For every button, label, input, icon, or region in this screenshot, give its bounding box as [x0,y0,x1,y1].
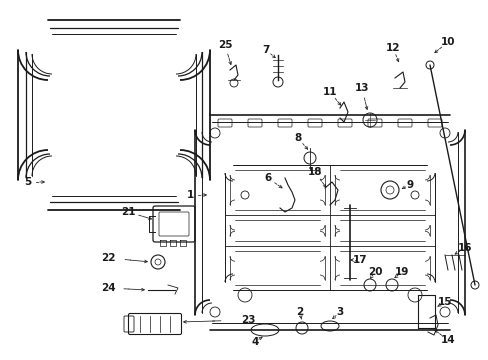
Text: 7: 7 [262,45,269,55]
Text: 24: 24 [101,283,115,293]
Text: 13: 13 [354,83,368,93]
Text: 20: 20 [367,267,382,277]
Text: 8: 8 [294,133,301,143]
Text: 18: 18 [307,167,322,177]
Text: 9: 9 [406,180,413,190]
Text: 5: 5 [24,177,32,187]
Text: 23: 23 [240,315,255,325]
Text: 22: 22 [101,253,115,263]
Text: 14: 14 [440,335,454,345]
Text: 10: 10 [440,37,454,47]
Text: 15: 15 [437,297,451,307]
Text: 2: 2 [296,307,303,317]
Text: 1: 1 [186,190,193,200]
Text: 6: 6 [264,173,271,183]
Text: 21: 21 [121,207,135,217]
Text: 11: 11 [322,87,337,97]
Text: 17: 17 [352,255,366,265]
Text: 25: 25 [217,40,232,50]
Text: 12: 12 [385,43,400,53]
Text: 3: 3 [336,307,343,317]
Text: 4: 4 [251,337,258,347]
Text: 19: 19 [394,267,408,277]
Text: 16: 16 [457,243,471,253]
